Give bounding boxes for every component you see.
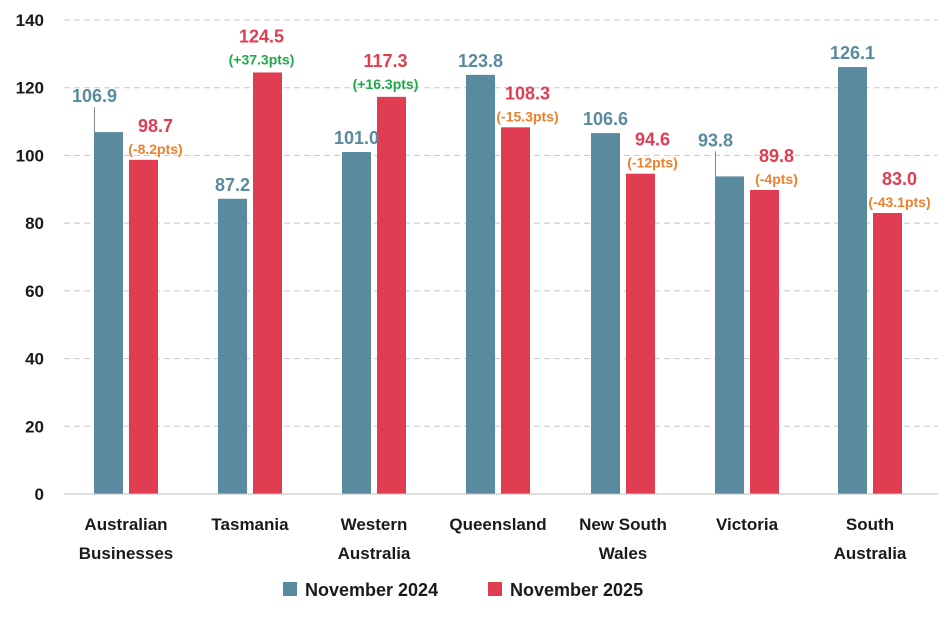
x-tick-label: Australian Businesses (79, 515, 174, 563)
bar-nov-2024 (218, 198, 247, 494)
x-tick-label-line: South (846, 515, 894, 534)
x-tick-label-line: Victoria (716, 515, 779, 534)
x-tick-label-line: Australia (338, 544, 411, 563)
data-labels: 106.9 98.7 (-8.2pts) 87.2 124.5 (+37.3pts) 101… (72, 26, 931, 210)
bar-nov-2025 (129, 159, 158, 494)
y-tick-label: 80 (25, 214, 44, 233)
x-tick-label-line: Australian (84, 515, 167, 534)
y-axis: 0 20 40 60 80 100 120 140 (16, 11, 44, 504)
bar-nov-2024 (466, 74, 495, 494)
x-tick-label-line: Australia (834, 544, 907, 563)
legend-swatch (488, 582, 502, 596)
legend: November 2024 November 2025 (283, 580, 643, 600)
x-tick-label-line: Queensland (449, 515, 546, 534)
x-tick-label-line: Western (341, 515, 408, 534)
value-label-nov-2024: 106.9 (72, 86, 117, 106)
bar-nov-2025 (501, 127, 530, 494)
change-label: (+16.3pts) (353, 76, 419, 92)
bar-nov-2024 (838, 67, 867, 494)
y-tick-label: 60 (25, 282, 44, 301)
value-label-nov-2025: 94.6 (635, 130, 670, 150)
bars (94, 67, 902, 495)
value-label-nov-2024: 123.8 (458, 51, 503, 71)
value-label-nov-2024: 101.0 (334, 128, 379, 148)
legend-label: November 2024 (305, 580, 438, 600)
bar-nov-2025 (873, 212, 902, 494)
y-tick-label: 120 (16, 79, 44, 98)
x-tick-label: South Australia (834, 515, 907, 563)
legend-swatch (283, 582, 297, 596)
x-tick-label-line: Businesses (79, 544, 174, 563)
y-tick-label: 0 (35, 485, 44, 504)
legend-label: November 2025 (510, 580, 643, 600)
bar-nov-2024 (715, 176, 744, 495)
x-tick-label: Victoria (716, 515, 779, 534)
value-label-nov-2025: 124.5 (239, 26, 284, 46)
value-label-nov-2025: 83.0 (882, 169, 917, 189)
value-label-nov-2024: 93.8 (698, 130, 733, 150)
x-tick-label: Tasmania (211, 515, 289, 534)
x-tick-label: New South Wales (579, 515, 667, 563)
x-axis: Australian Businesses Tasmania Western Austr… (64, 493, 938, 563)
value-label-nov-2025: 108.3 (505, 83, 550, 103)
value-label-nov-2025: 98.7 (138, 116, 173, 136)
bar-nov-2024 (94, 132, 123, 494)
change-label: (-15.3pts) (496, 108, 558, 124)
y-tick-label: 40 (25, 350, 44, 369)
value-label-nov-2024: 126.1 (830, 43, 875, 63)
x-tick-label-line: Wales (599, 544, 648, 563)
change-label: (-4pts) (755, 171, 798, 187)
x-tick-label-line: Tasmania (211, 515, 289, 534)
value-label-nov-2025: 89.8 (759, 146, 794, 166)
bar-nov-2025 (377, 96, 406, 494)
y-tick-label: 100 (16, 146, 44, 165)
bar-nov-2025 (626, 173, 655, 494)
x-tick-label: Queensland (449, 515, 546, 534)
gridlines (64, 19, 938, 427)
y-tick-label: 140 (16, 11, 44, 30)
bar-nov-2025 (750, 189, 779, 494)
change-label: (-43.1pts) (868, 194, 930, 210)
change-label: (+37.3pts) (229, 51, 295, 67)
bar-nov-2025 (253, 72, 282, 494)
x-tick-label: Western Australia (338, 515, 411, 563)
value-label-nov-2024: 87.2 (215, 175, 250, 195)
y-tick-label: 20 (25, 417, 44, 436)
change-label: (-8.2pts) (128, 141, 182, 157)
value-label-nov-2025: 117.3 (363, 51, 407, 71)
x-tick-label-line: New South (579, 515, 667, 534)
change-label: (-12pts) (627, 155, 678, 171)
bar-nov-2024 (342, 152, 371, 495)
bar-nov-2024 (591, 133, 620, 494)
value-label-nov-2024: 106.6 (583, 109, 628, 129)
